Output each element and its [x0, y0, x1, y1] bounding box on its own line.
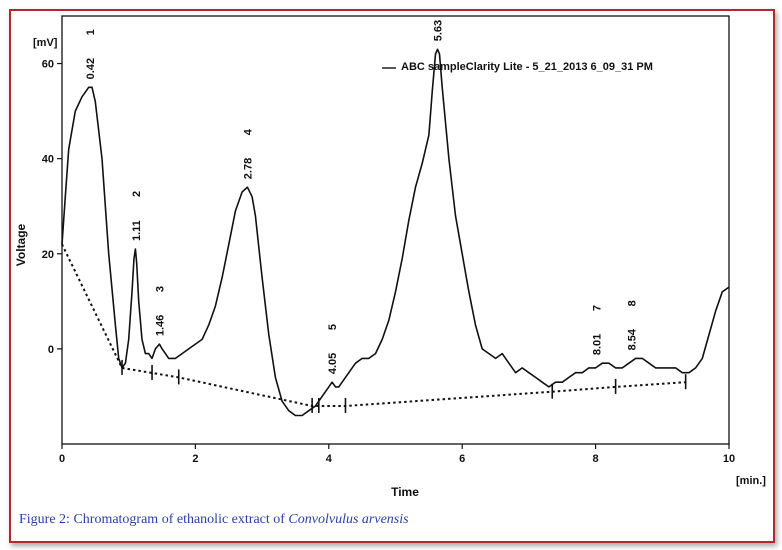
peak-time-label: 1.11 [131, 220, 143, 241]
y-unit-label: [mV] [33, 37, 58, 49]
x-tick-label: 0 [59, 453, 65, 465]
peak-number-label: 1 [85, 29, 97, 35]
baseline-line [61, 243, 686, 407]
x-axis-ticks: 0 2 4 6 8 10 [59, 444, 735, 465]
peak-time-label: 8.54 [627, 328, 639, 350]
x-axis-title: Time [391, 485, 419, 499]
peak-number-label: 2 [131, 191, 143, 197]
chromatogram-trace [61, 48, 730, 417]
plot-area [61, 15, 730, 445]
x-tick-label: 10 [723, 453, 735, 465]
peak-time-label: 1.46 [154, 315, 166, 336]
peak-time-label: 4.05 [327, 353, 339, 374]
caption-prefix: Figure 2: Chromatogram of ethanolic extr… [19, 512, 289, 527]
peak-number-label: 3 [154, 286, 166, 292]
x-tick-label: 4 [326, 453, 333, 465]
y-axis-ticks: 0 20 40 60 [42, 59, 62, 356]
x-tick-label: 8 [593, 453, 599, 465]
legend-entry: ABC sampleClarity Lite - 5_21_2013 6_09_… [401, 61, 653, 73]
x-unit-label: [min.] [736, 475, 766, 487]
y-tick-label: 60 [42, 59, 54, 71]
y-tick-label: 0 [48, 344, 54, 356]
peak-number-label: 5 [327, 324, 339, 330]
x-tick-label: 2 [192, 453, 198, 465]
peak-number-label: 8 [627, 300, 639, 306]
figure-caption: Figure 2: Chromatogram of ethanolic extr… [19, 512, 409, 528]
peak-time-label: 0.42 [85, 58, 97, 79]
peak-time-label: 8.01 [591, 334, 603, 355]
y-axis-title: Voltage [14, 223, 28, 266]
y-tick-label: 40 [42, 154, 54, 166]
peak-time-label: 2.78 [242, 158, 254, 179]
peak-number-label: 4 [242, 128, 254, 135]
y-tick-label: 20 [42, 249, 54, 261]
integration-marks [121, 359, 687, 413]
peak-time-label: 5.63 [433, 20, 445, 41]
peak-number-label: 7 [591, 305, 603, 311]
x-tick-label: 6 [459, 453, 465, 465]
caption-species: Convolvulus arvensis [288, 512, 409, 527]
